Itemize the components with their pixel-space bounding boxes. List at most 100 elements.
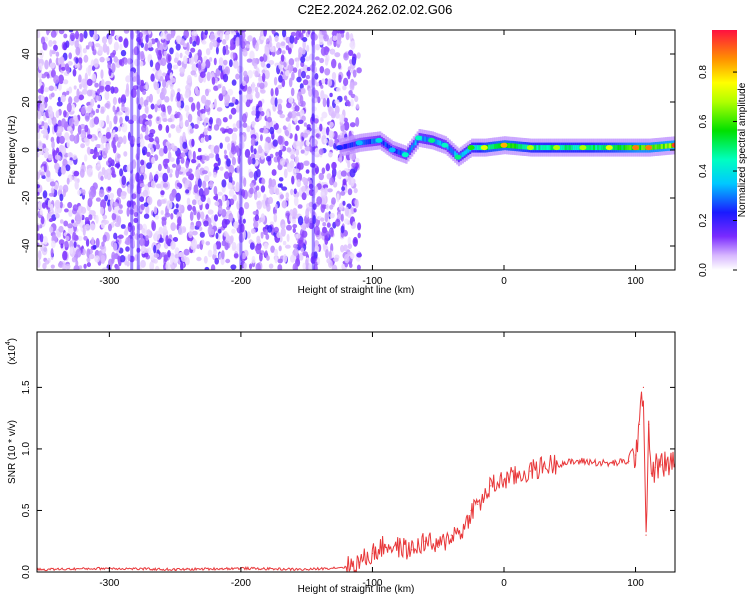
spectrogram-noise-cell bbox=[263, 128, 269, 134]
spectrogram-noise-cell bbox=[84, 154, 88, 162]
spectrogram-noise-cell bbox=[285, 69, 290, 77]
spectrogram-noise-cell bbox=[123, 38, 129, 49]
spectrogram-noise-cell bbox=[336, 193, 340, 203]
snr-data-point bbox=[371, 552, 374, 555]
spectrogram-noise-cell bbox=[104, 194, 108, 202]
spectrogram-trace-point bbox=[467, 145, 475, 151]
spectrogram-trace-cell bbox=[343, 144, 346, 150]
spectrogram-noise-cell bbox=[281, 200, 288, 209]
spectrogram-noise-cell bbox=[243, 177, 247, 187]
spectrogram-noise-cell bbox=[43, 87, 50, 93]
spectrogram-noise-cell bbox=[324, 57, 329, 66]
spectrogram-noise-cell bbox=[118, 36, 123, 43]
spectrogram-noise-cell bbox=[221, 240, 227, 247]
spectrogram-noise-cell bbox=[347, 243, 353, 250]
spectrogram-noise-cell bbox=[246, 58, 253, 63]
spectrogram-noise-cell bbox=[37, 171, 40, 181]
colorbar-tick-label: 0.0 bbox=[698, 263, 709, 277]
spectrogram-noise-cell bbox=[190, 70, 197, 76]
spectrogram-noise-cell bbox=[191, 238, 198, 249]
spectrogram-noise-cell bbox=[278, 149, 283, 157]
spectrogram-noise-cell bbox=[330, 243, 334, 254]
spectrogram-noise-cell bbox=[83, 54, 89, 63]
snr-data-point bbox=[490, 485, 492, 487]
spectrogram-noise-cell bbox=[301, 115, 306, 122]
spectrogram-trace-cell bbox=[654, 144, 658, 150]
spectrogram-noise-cell bbox=[277, 135, 283, 145]
spectrogram-noise-cell bbox=[301, 192, 307, 201]
spectrogram-noise-cell bbox=[64, 132, 70, 141]
spectrogram-noise-cell bbox=[139, 96, 144, 106]
spectrogram-noise-cell bbox=[189, 36, 193, 45]
spectrogram-noise-cell bbox=[209, 180, 214, 189]
spectrogram-noise-cell bbox=[204, 266, 210, 270]
snr-xtick-label: -200 bbox=[231, 578, 251, 589]
spectrogram-trace-cell bbox=[474, 145, 478, 151]
spectrogram-noise-cell bbox=[340, 190, 346, 196]
spectrogram-noise-cell bbox=[121, 122, 128, 133]
spectrogram-noise-cell bbox=[230, 235, 234, 244]
spectrogram-noise-cell bbox=[191, 158, 197, 164]
spectrogram-noise-cell bbox=[155, 183, 162, 189]
spectrogram-noise-cell bbox=[162, 118, 168, 122]
spectrogram-noise-cell bbox=[348, 49, 354, 57]
spectrogram-noise-cell bbox=[110, 52, 116, 58]
spectrogram-noise-cell bbox=[274, 248, 278, 257]
spectrogram-noise-cell bbox=[75, 259, 79, 268]
spectrogram-noise-cell bbox=[50, 187, 55, 195]
spectrogram-noise-cell bbox=[297, 215, 304, 226]
spectrogram-trace-cell bbox=[613, 145, 616, 151]
spectrogram-noise-cell bbox=[251, 110, 256, 116]
spectrogram-noise-cell bbox=[72, 204, 79, 212]
spectrogram-noise-cell bbox=[37, 111, 41, 120]
spectrogram-noise-cell bbox=[264, 250, 268, 257]
spectrogram-noise-cell bbox=[273, 156, 279, 163]
spectrogram-noise-cell bbox=[126, 83, 129, 93]
spectrogram-trace-cell bbox=[534, 145, 537, 151]
spectrogram-noise-cell bbox=[213, 124, 220, 131]
spectrogram-noise-cell bbox=[170, 213, 174, 220]
spectrogram-noise-cell bbox=[291, 218, 297, 224]
spectrogram-noise-cell bbox=[58, 225, 64, 233]
spectrogram-noise-cell bbox=[59, 201, 63, 209]
spectrogram-noise-cell bbox=[320, 217, 325, 222]
spectrogram-noise-cell bbox=[219, 166, 224, 171]
spectrogram-noise-cell bbox=[349, 263, 353, 268]
spectrogram-noise-cell bbox=[112, 136, 116, 147]
spectrogram-noise-cell bbox=[269, 186, 275, 195]
spectrogram-noise-cell bbox=[159, 237, 164, 243]
spectrogram-noise-cell bbox=[255, 91, 260, 99]
spectrogram-noise-cell bbox=[356, 264, 361, 270]
spectrogram-trace-cell bbox=[347, 143, 350, 149]
spectrogram-noise-cell bbox=[243, 262, 247, 269]
spectrogram-noise-cell bbox=[79, 83, 82, 90]
spectrogram-noise-cell bbox=[339, 114, 345, 123]
spectrogram-noise-cell bbox=[255, 185, 260, 191]
spectrogram-xtick-label: -200 bbox=[231, 276, 251, 287]
spectrogram-noise-cell bbox=[289, 160, 295, 169]
spectrogram-noise-cell bbox=[167, 166, 170, 174]
snr-xlabel: Height of straight line (km) bbox=[298, 584, 415, 595]
spectrogram-noise-cell bbox=[107, 205, 112, 212]
spectrogram-noise-cell bbox=[118, 209, 123, 215]
spectrogram-noise-cell bbox=[113, 41, 119, 52]
spectrogram-noise-cell bbox=[213, 85, 219, 91]
spectrogram-noise-cell bbox=[318, 38, 324, 46]
spectrogram-noise-cell bbox=[256, 200, 262, 210]
spectrogram-noise-cell bbox=[357, 232, 361, 239]
spectrogram-noise-cell bbox=[228, 172, 233, 178]
spectrogram-noise-cell bbox=[333, 142, 337, 150]
spectrogram-noise-cell bbox=[351, 56, 357, 66]
spectrogram-noise-cell bbox=[185, 84, 191, 92]
spectrogram-noise-cell bbox=[167, 54, 172, 62]
spectrogram-noise-cell bbox=[150, 180, 156, 189]
spectrogram-noise-cell bbox=[300, 87, 306, 95]
spectrogram-noise-cell bbox=[254, 191, 258, 201]
spectrogram-noise-cell bbox=[307, 30, 311, 35]
spectrogram-noise-cell bbox=[224, 66, 230, 76]
spectrogram-noise-cell bbox=[331, 161, 337, 170]
spectrogram-noise-cell bbox=[73, 175, 77, 182]
spectrogram-noise-cell bbox=[286, 224, 292, 231]
spectrogram-noise-cell bbox=[276, 98, 283, 105]
spectrogram-noise-cell bbox=[50, 30, 57, 38]
